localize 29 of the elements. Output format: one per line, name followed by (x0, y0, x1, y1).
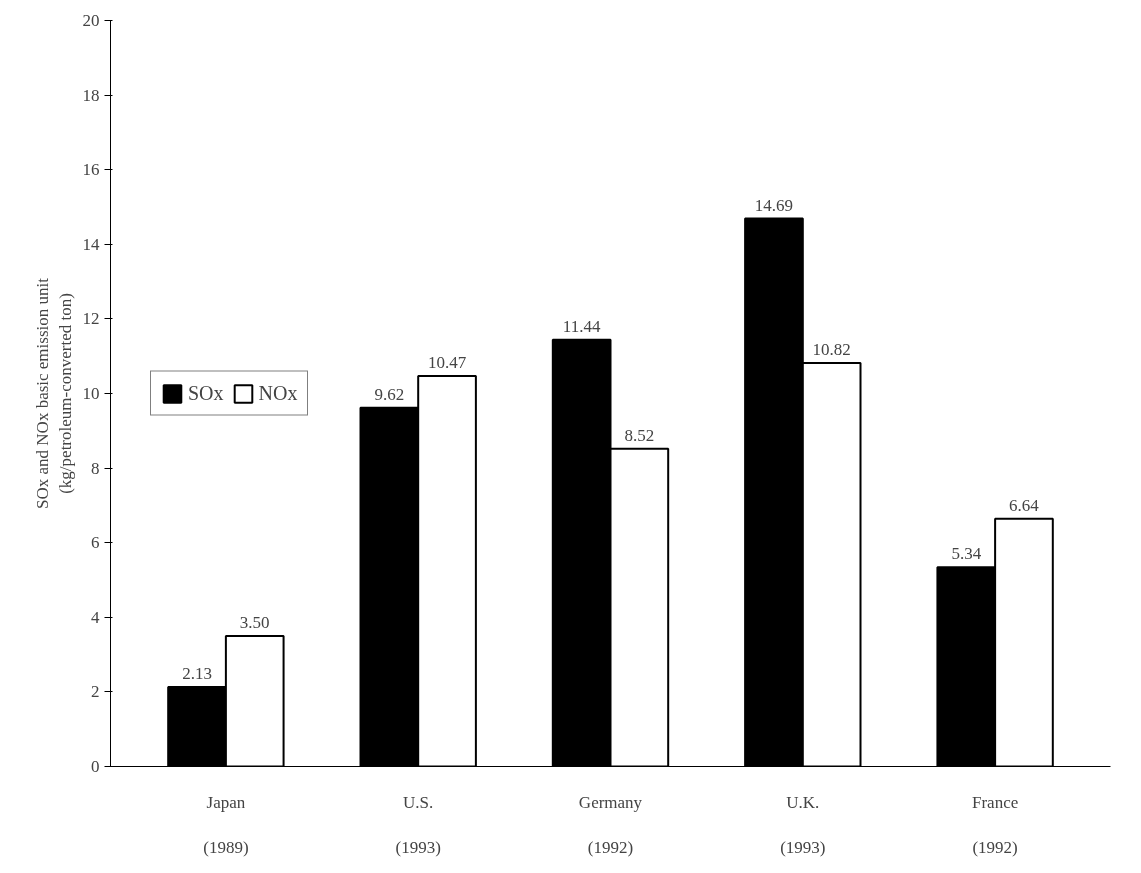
category-label: France (1992) (971, 792, 1019, 858)
text: 3.50 (239, 612, 270, 632)
text: 10.47 (427, 352, 467, 372)
legend-label: NOx (258, 381, 298, 405)
text: 11.44 (562, 316, 601, 336)
legend-label: SOx (188, 381, 224, 405)
y-tick-label: 2 (91, 682, 100, 702)
text: 10.82 (812, 339, 851, 359)
text: 6.64 (1009, 495, 1039, 515)
text: 8.52 (624, 425, 655, 445)
y-tick-label: 8 (91, 458, 100, 478)
category-label: U.K. (1993) (780, 792, 826, 858)
category-label: Japan (1989) (203, 792, 249, 858)
text: 14.69 (754, 195, 794, 215)
y-tick-label: 6 (91, 533, 100, 553)
text: 2.13 (182, 664, 212, 684)
text: 9.62 (374, 384, 405, 404)
y-tick-label: 16 (82, 160, 100, 180)
category-label: U.S. (1993) (395, 792, 441, 858)
y-tick-label: 18 (82, 85, 100, 105)
y-tick-label: 4 (91, 607, 100, 627)
y-tick-label: 12 (82, 309, 100, 329)
text: 5.34 (951, 544, 982, 564)
y-tick-label: 0 (91, 757, 100, 776)
y-tick-label: 10 (82, 384, 100, 403)
y-axis-title: SOx and NOx basic emission unit (kg/petroleum-converted ton) (32, 277, 75, 509)
category-label: Germany (1992) (578, 792, 643, 858)
y-tick-label: 20 (82, 11, 100, 30)
y-tick-label: 14 (82, 234, 100, 254)
